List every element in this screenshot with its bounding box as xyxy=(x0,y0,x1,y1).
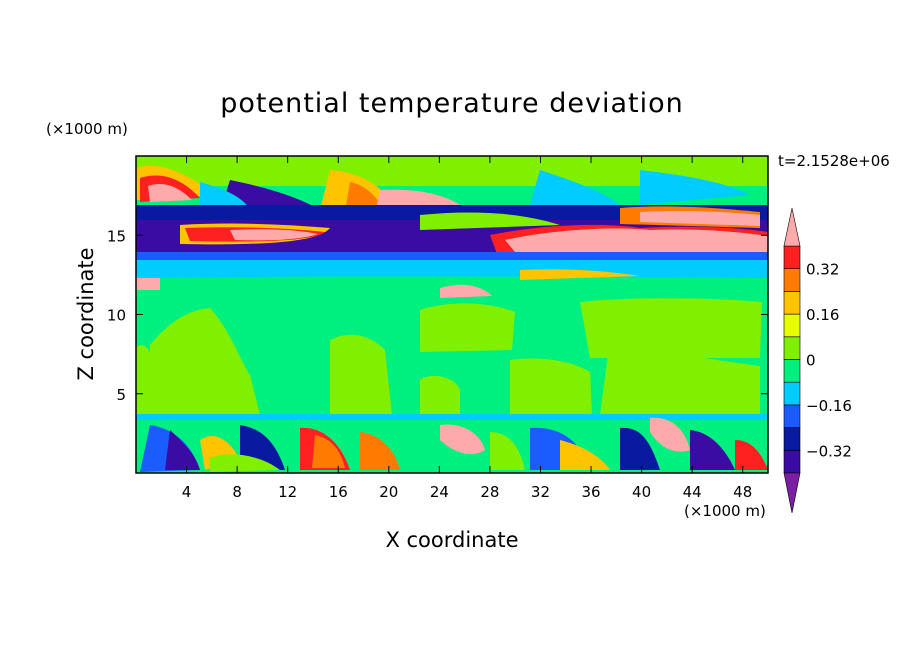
colorbar-segment xyxy=(783,268,801,292)
colorbar-label: 0.16 xyxy=(806,306,839,324)
colorbar-label: 0 xyxy=(806,352,816,370)
colorbar-segment xyxy=(783,245,801,270)
x-tick-label: 48 xyxy=(733,483,752,501)
chart-title: potential temperature deviation xyxy=(220,88,684,119)
x-tick-label: 8 xyxy=(232,483,242,501)
x-tick-label: 12 xyxy=(278,483,297,501)
y-tick-label: 5 xyxy=(116,386,126,404)
colorbar-segment xyxy=(783,336,801,360)
x-unit-label: (×1000 m) xyxy=(684,502,766,520)
colorbar-extend-low xyxy=(783,472,801,514)
contour-field xyxy=(136,156,768,473)
x-tick-label: 24 xyxy=(430,483,449,501)
colorbar-label: −0.32 xyxy=(806,442,852,460)
x-ticks: 4 8 12 16 20 24 28 32 36 40 44 48 xyxy=(182,156,752,501)
colorbar-extend-high xyxy=(783,207,801,247)
y-tick-label: 10 xyxy=(107,307,126,325)
time-label: t=2.1528e+06 xyxy=(778,152,890,170)
x-tick-label: 28 xyxy=(480,483,499,501)
x-tick-label: 44 xyxy=(683,483,702,501)
colorbar-label: 0.32 xyxy=(806,261,839,279)
colorbar-segment xyxy=(783,427,801,451)
colorbar-segment xyxy=(783,381,801,406)
y-ticks: 5 10 15 xyxy=(107,227,768,404)
colorbar-segment xyxy=(783,359,801,383)
x-tick-label: 40 xyxy=(632,483,651,501)
x-tick-label: 4 xyxy=(182,483,192,501)
y-tick-label: 15 xyxy=(107,227,126,245)
x-axis-label: X coordinate xyxy=(385,528,519,552)
x-tick-label: 20 xyxy=(379,483,398,501)
colorbar-segment xyxy=(783,404,801,428)
colorbar: 0.32 0.16 0 −0.16 −0.32 xyxy=(783,207,852,514)
colorbar-label: −0.16 xyxy=(806,397,852,415)
colorbar-segment xyxy=(783,449,801,474)
x-tick-label: 32 xyxy=(531,483,550,501)
colorbar-segment xyxy=(783,291,801,315)
y-unit-label: (×1000 m) xyxy=(46,120,128,138)
colorbar-segment xyxy=(783,313,801,338)
x-tick-label: 36 xyxy=(581,483,600,501)
x-tick-label: 16 xyxy=(329,483,348,501)
